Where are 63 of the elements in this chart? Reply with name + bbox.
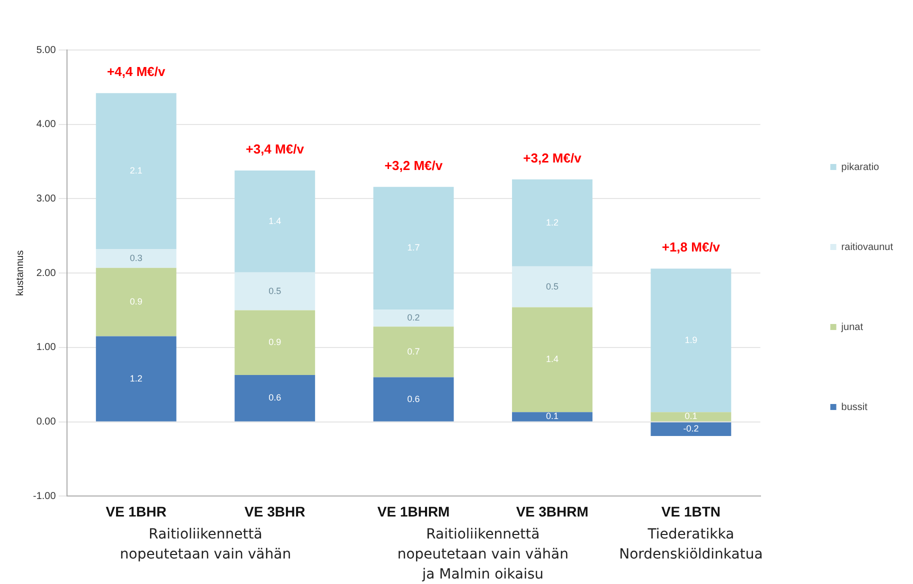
data-label: 2.1 — [130, 166, 142, 176]
bar — [373, 326, 454, 378]
text: Raitioliikennettä nopeutetaan vain vähän — [120, 526, 292, 563]
bar — [234, 170, 316, 272]
bar — [96, 249, 176, 268]
y-tick-label: 2.00 — [36, 268, 56, 279]
x-tick-label: VE 3BHRM — [516, 503, 588, 520]
data-label: 1.2 — [130, 373, 142, 384]
data-label: 0.1 — [684, 411, 698, 422]
data-label: 0.5 — [546, 281, 559, 292]
text: Raitioliikennettä nopeutetaan vain vähän ja Malmin oikaisu — [397, 526, 568, 583]
data-label: 1.7 — [407, 242, 420, 253]
y-tick-label: 0.00 — [36, 416, 56, 428]
bar — [373, 377, 454, 422]
bar — [512, 266, 592, 308]
data-label: -0.2 — [683, 424, 699, 434]
data-label: 0.7 — [407, 346, 420, 356]
x-tick-label: VE 1BTN — [661, 503, 721, 520]
legend-label: pikaratio — [841, 162, 880, 173]
data-label: 0.1 — [546, 411, 559, 422]
bar — [650, 422, 732, 436]
bar — [96, 268, 176, 336]
data-label: 0.9 — [268, 337, 282, 348]
data-label: 0.6 — [268, 392, 282, 403]
bar — [512, 412, 592, 422]
legend-label: raitiovaunut — [841, 242, 894, 253]
bar — [512, 179, 592, 266]
bar — [234, 272, 316, 310]
data-label: 0.6 — [407, 394, 420, 404]
y-tick-label: 5.00 — [36, 44, 56, 56]
total-label: +3,2 M€/v — [384, 158, 444, 173]
bar — [234, 310, 316, 375]
bar — [96, 93, 176, 250]
x-tick-label: VE 1BHRM — [377, 503, 450, 520]
legend-label: junat — [840, 322, 864, 333]
bar — [650, 412, 732, 422]
text: Tiederatikka Nordenskiöldinkatua — [619, 526, 763, 563]
data-label: 1.2 — [546, 217, 559, 228]
bar — [373, 310, 454, 327]
bar — [512, 307, 592, 412]
data-label: 0.5 — [268, 286, 282, 296]
y-tick-label: 3.00 — [36, 193, 56, 204]
bar — [234, 374, 316, 422]
y-tick-label: 1.00 — [36, 342, 56, 354]
data-label: 0.2 — [407, 312, 420, 323]
y-tick-label: -1.00 — [32, 490, 56, 502]
data-label: 1.4 — [268, 216, 282, 226]
y-tick-label: 4.00 — [36, 119, 56, 130]
data-label: 1.9 — [684, 334, 698, 345]
total-label: +3,2 M€/v — [523, 150, 582, 166]
total-label: +3,4 M€/v — [246, 142, 305, 157]
total-label: +1,8 M€/v — [662, 240, 721, 255]
x-tick-label: VE 1BHR — [106, 503, 166, 520]
bar — [373, 186, 454, 310]
bar — [650, 268, 732, 412]
total-label: +4,4 M€/v — [107, 64, 166, 80]
y-axis-title: kustannus — [14, 250, 26, 296]
data-label: 0.9 — [130, 296, 142, 307]
x-tick-label: VE 3BHR — [244, 503, 306, 520]
data-label: 1.4 — [546, 354, 559, 364]
bar — [96, 336, 176, 422]
data-label: 0.3 — [130, 253, 142, 264]
legend-label: bussit — [841, 402, 868, 413]
